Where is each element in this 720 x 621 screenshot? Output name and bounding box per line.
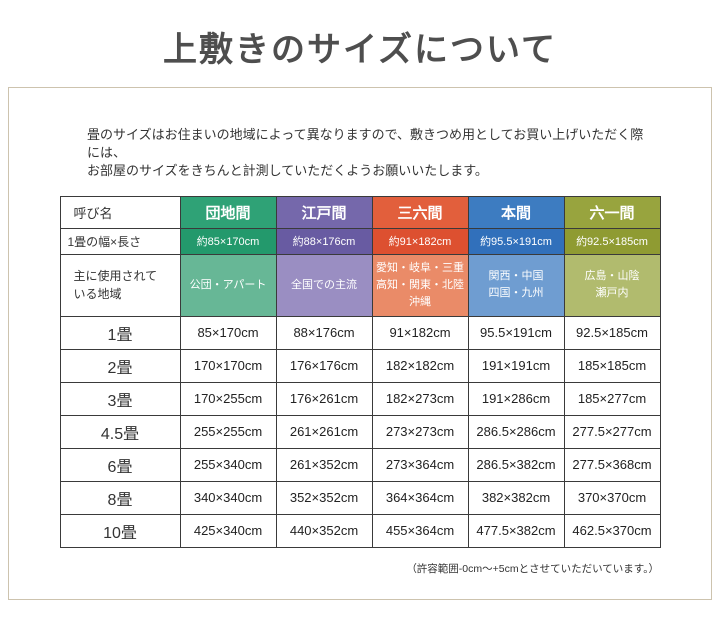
page-title: 上敷きのサイズについて [163,32,557,69]
size-cell: 170×255cm [179,381,277,416]
size-row-10jo: 10畳 425×340cm 440×352cm 455×364cm 477.5×… [59,513,661,548]
width-cell: 約85×170cm [179,227,277,255]
size-cell: 170×170cm [179,348,277,383]
size-cell: 477.5×382cm [467,513,565,548]
size-cell: 352×352cm [275,480,373,515]
size-row-1jo: 1畳 85×170cm 88×176cm 91×182cm 95.5×191cm… [59,315,661,350]
size-cell: 255×340cm [179,447,277,482]
size-cell: 255×255cm [179,414,277,449]
size-cell: 425×340cm [179,513,277,548]
table-corner-label: 呼び名 [59,195,181,229]
column-header-edoma: 江戸間 [275,195,373,229]
size-row-3jo: 3畳 170×255cm 176×261cm 182×273cm 191×286… [59,381,661,416]
size-cell: 273×273cm [371,414,469,449]
size-cell: 95.5×191cm [467,315,565,350]
size-cell: 273×364cm [371,447,469,482]
size-cell: 176×176cm [275,348,373,383]
size-cell: 261×352cm [275,447,373,482]
size-row-label: 1畳 [59,315,181,350]
size-cell: 277.5×277cm [563,414,661,449]
size-cell: 182×182cm [371,348,469,383]
size-row-label: 2畳 [59,348,181,383]
size-cell: 340×340cm [179,480,277,515]
size-cell: 440×352cm [275,513,373,548]
column-header-danchima: 団地間 [179,195,277,229]
region-row: 主に使用されている地域 公団・アパート 全国での主流 愛知・岐阜・三重 高知・関… [59,253,661,317]
intro-line-1: 畳のサイズはお住まいの地域によって異なりますので、敷きつめ用としてお買い上げいた… [87,127,644,160]
size-cell: 364×364cm [371,480,469,515]
region-cell: 広島・山陰 瀬戸内 [563,253,661,317]
width-cell: 約88×176cm [275,227,373,255]
size-cell: 191×191cm [467,348,565,383]
width-cell: 約92.5×185cm [563,227,661,255]
size-cell: 85×170cm [179,315,277,350]
intro-line-2: お部屋のサイズをきちんと計測していただくようお願いいたします。 [87,162,488,178]
region-cell: 公団・アパート [179,253,277,317]
size-cell: 286.5×286cm [467,414,565,449]
header-row: 呼び名 団地間 江戸間 三六間 本間 六一間 [59,195,661,229]
size-cell: 176×261cm [275,381,373,416]
width-cell: 約91×182cm [371,227,469,255]
size-cell: 92.5×185cm [563,315,661,350]
size-cell: 462.5×370cm [563,513,661,548]
size-cell: 286.5×382cm [467,447,565,482]
size-cell: 91×182cm [371,315,469,350]
size-cell: 191×286cm [467,381,565,416]
size-row-label: 10畳 [59,513,181,548]
size-row-label: 8畳 [59,480,181,515]
region-cell: 愛知・岐阜・三重 高知・関東・北陸 沖縄 [371,253,469,317]
size-row-6jo: 6畳 255×340cm 261×352cm 273×364cm 286.5×3… [59,447,661,482]
column-header-rokuichima: 六一間 [563,195,661,229]
size-cell: 370×370cm [563,480,661,515]
size-row-label: 4.5畳 [59,414,181,449]
column-header-honma: 本間 [467,195,565,229]
size-cell: 261×261cm [275,414,373,449]
width-length-row: 1畳の幅×長さ 約85×170cm 約88×176cm 約91×182cm 約9… [59,227,661,255]
size-cell: 185×185cm [563,348,661,383]
size-row-4-5jo: 4.5畳 255×255cm 261×261cm 273×273cm 286.5… [59,414,661,449]
size-row-8jo: 8畳 340×340cm 352×352cm 364×364cm 382×382… [59,480,661,515]
size-cell: 455×364cm [371,513,469,548]
size-row-label: 3畳 [59,381,181,416]
region-cell: 関西・中国 四国・九州 [467,253,565,317]
content-box: 畳のサイズはお住まいの地域によって異なりますので、敷きつめ用としてお買い上げいた… [8,87,712,600]
column-header-sanrokuma: 三六間 [371,195,469,229]
size-cell: 382×382cm [467,480,565,515]
size-cell: 277.5×368cm [563,447,661,482]
tolerance-footnote: （許容範囲-0cm～+5cmとさせていただいています。） [406,562,659,575]
width-cell: 約95.5×191cm [467,227,565,255]
intro-text: 畳のサイズはお住まいの地域によって異なりますので、敷きつめ用としてお買い上げいた… [87,126,651,180]
tatami-size-table: 呼び名 団地間 江戸間 三六間 本間 六一間 1畳の幅×長さ 約85×170cm… [59,195,661,548]
size-cell: 182×273cm [371,381,469,416]
region-cell: 全国での主流 [275,253,373,317]
size-cell: 88×176cm [275,315,373,350]
region-row-label: 主に使用されている地域 [59,253,181,317]
size-row-label: 6畳 [59,447,181,482]
size-row-2jo: 2畳 170×170cm 176×176cm 182×182cm 191×191… [59,348,661,383]
size-cell: 185×277cm [563,381,661,416]
width-row-label: 1畳の幅×長さ [59,227,181,255]
